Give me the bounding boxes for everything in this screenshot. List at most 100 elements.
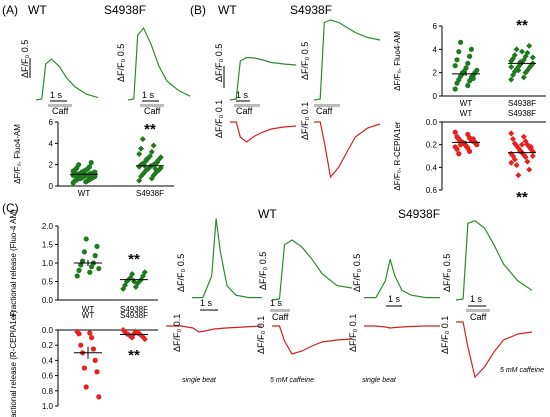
scale-bars: ΔF/F₀ 0.5 1 s Caff ΔF/F₀ 0.5 1 s Caff ΔF… [20, 40, 544, 384]
data-point [508, 159, 515, 166]
y-tick-label: 2.0 [42, 222, 54, 231]
data-point [508, 130, 515, 137]
data-point [528, 143, 534, 150]
trace-c-s-beat-rc [364, 325, 440, 329]
y-tick-label: 0.4 [426, 163, 438, 172]
y-tick-label: 0.0 [426, 118, 438, 127]
data-point [458, 39, 464, 45]
data-point [524, 49, 531, 56]
data-point [467, 148, 473, 155]
scale-label-b-wt: ΔF/F₀ 0.5 [214, 44, 224, 82]
y-tick-label: 1.5 [42, 241, 54, 250]
y-tick-label: 6 [49, 118, 54, 127]
title-b-wt: WT [218, 3, 237, 17]
scale-label-c4-rc: ΔF/F₀ 0.1 [440, 316, 450, 354]
data-point [463, 65, 469, 71]
y-axis-label: Fractional release (R-CEPIA1er) [9, 310, 18, 417]
trace-c-wt-caff-rc [272, 325, 353, 355]
chart-c-scatter-rcepia: 0.0 0.2 0.4 0.6 0.8 1.0 Fractional release (R-… [9, 310, 158, 417]
y-tick-label: 0.6 [42, 372, 54, 381]
chart-b-scatter-fluo: 0 2 4 6 ΔF/F₀, Fluo4-AM WT S4938F ** [393, 17, 546, 108]
data-point [152, 165, 159, 172]
scale-label-c1: ΔF/F₀ 0.5 [176, 254, 186, 292]
data-point [522, 154, 529, 161]
trace-c-s-caff-rc [456, 321, 533, 379]
data-point [513, 162, 520, 169]
scale-label-a-s-time: 1 s [142, 90, 155, 100]
data-point [78, 342, 84, 348]
data-point [76, 267, 82, 273]
data-point [526, 42, 533, 49]
caption-c2: 5 mM caffeine [270, 377, 314, 384]
significance-marker: ** [128, 251, 140, 268]
data-point [83, 236, 89, 242]
category-label: WT [82, 311, 95, 320]
data-point [524, 158, 531, 165]
chart-b-scatter-rcepia: 0.0 0.2 0.4 0.6 ΔF/F₀, R-CEPIA1er WT S4938F ** [393, 109, 546, 206]
data-point [81, 249, 87, 255]
trace-b-s-rcepia [314, 121, 381, 179]
data-point [526, 166, 533, 173]
data-point [508, 76, 515, 83]
data-point [86, 164, 92, 170]
y-tick-label: 0.6 [426, 186, 438, 195]
y-tick-label: 0.8 [42, 387, 54, 396]
data-point [465, 60, 471, 66]
chart-layer: 0 2 4 6 ΔF/F₀, Fluo4-AM WT S4938F ** 0 2 4 6 ΔF/F₀, … [9, 17, 546, 417]
chart-a-scatter: 0 2 4 6 ΔF/F₀, Fluo4-AM WT S4938F ** [13, 118, 174, 198]
caff-bar [140, 104, 164, 107]
data-point [513, 46, 520, 53]
data-point [520, 133, 527, 140]
trace-c-wt-caff-fluo [271, 239, 353, 301]
significance-marker: ** [128, 347, 140, 364]
data-point [529, 153, 536, 159]
trace-c-s-beat-fluo [364, 259, 440, 299]
data-point [77, 175, 83, 182]
data-point [87, 269, 93, 275]
category-label: WT [78, 189, 91, 198]
data-point [90, 346, 96, 352]
y-tick-label: 0.5 [42, 278, 54, 287]
y-tick-label: 4 [433, 45, 438, 54]
data-point [92, 253, 98, 259]
data-point [157, 164, 164, 171]
scale-label-c4: ΔF/F₀ 0.5 [442, 254, 452, 292]
title-c-s4938f: S4938F [398, 207, 440, 221]
data-point [519, 48, 525, 55]
scale-label-c1-time: 1 s [200, 298, 213, 308]
title-c-wt: WT [258, 207, 277, 221]
caff-bar [466, 309, 490, 312]
data-point [456, 151, 462, 157]
trace-b-wt-fluo [229, 56, 297, 101]
y-tick-label: 2 [49, 161, 54, 170]
data-point [89, 335, 95, 341]
data-point [154, 159, 161, 166]
trace-layer [35, 19, 533, 379]
data-point [467, 53, 473, 59]
y-tick-label: 0.0 [42, 296, 54, 305]
y-tick-label: 6 [433, 22, 438, 31]
y-tick-label: 1.0 [42, 259, 54, 268]
significance-marker: ** [516, 17, 528, 34]
data-point [459, 70, 465, 76]
caption-c4: 5 mM caffeine [500, 367, 544, 374]
scale-label-c3-time: 1 s [388, 294, 401, 304]
data-point [458, 142, 464, 148]
y-axis-label: ΔF/F₀, Fluo4-AM [393, 31, 402, 91]
scale-label-b-s-rc: ΔF/F₀ 0.1 [300, 102, 310, 140]
data-point [141, 336, 148, 343]
scale-label-c2: ΔF/F₀ 0.5 [258, 252, 268, 290]
caption-c1: single beat [182, 377, 217, 384]
chart-c-scatter-fluo: 0.0 0.5 1.0 1.5 2.0 Fractional release (Fluo-… [9, 209, 158, 317]
scale-label-c3: ΔF/F₀ 0.5 [352, 254, 362, 292]
data-point [96, 265, 102, 272]
data-point [452, 63, 458, 69]
data-point [81, 365, 87, 371]
data-point [147, 153, 153, 160]
caption-c3: single beat [362, 377, 397, 384]
data-point [139, 136, 146, 143]
data-point [511, 156, 518, 163]
data-point [83, 384, 89, 390]
category-label: WT [460, 99, 473, 108]
